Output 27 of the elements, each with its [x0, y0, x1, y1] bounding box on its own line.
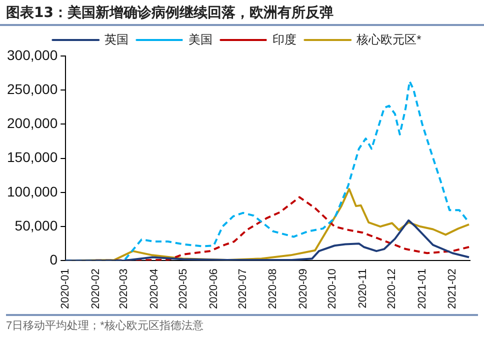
y-tick-label: 300,000	[6, 46, 58, 63]
x-tick-label: 2021-01	[416, 268, 428, 310]
y-tick-label: 200,000	[6, 115, 58, 132]
chart-title: 图表13：美国新增确诊病例继续回落，欧洲有所反弹	[0, 0, 484, 26]
legend-label: 核心欧元区*	[356, 32, 422, 46]
x-tick-label: 2020-04	[148, 268, 160, 310]
x-tick-label: 2020-02	[90, 268, 102, 310]
x-tick-label: 2020-07	[236, 268, 249, 310]
legend-label: 美国	[188, 32, 213, 46]
x-tick-label: 2020-01	[60, 268, 72, 310]
x-tick-label: 2020-11	[356, 268, 369, 308]
x-tick-label: 2020-03	[118, 268, 130, 310]
text: 7日移动平均处理；*核心欧元区指德法意	[6, 318, 204, 333]
x-tick-label: 2020-09	[297, 268, 310, 310]
x-tick-label: 2020-12	[386, 268, 398, 310]
legend-label: 英国	[104, 32, 129, 46]
x-tick-label: 2021-02	[446, 268, 458, 310]
legend-label: 印度	[272, 32, 297, 46]
y-tick-label: 250,000	[6, 80, 58, 97]
x-tick-label: 2020-08	[267, 268, 280, 310]
y-tick-label: 100,000	[6, 183, 58, 200]
x-tick-label: 2020-10	[326, 268, 339, 310]
x-tick-label: 2020-05	[178, 268, 190, 310]
x-tick-label: 2020-06	[208, 268, 220, 310]
y-tick-label: 50,000	[14, 217, 58, 234]
y-tick-label: 0	[50, 251, 58, 268]
y-tick-label: 150,000	[6, 149, 58, 166]
